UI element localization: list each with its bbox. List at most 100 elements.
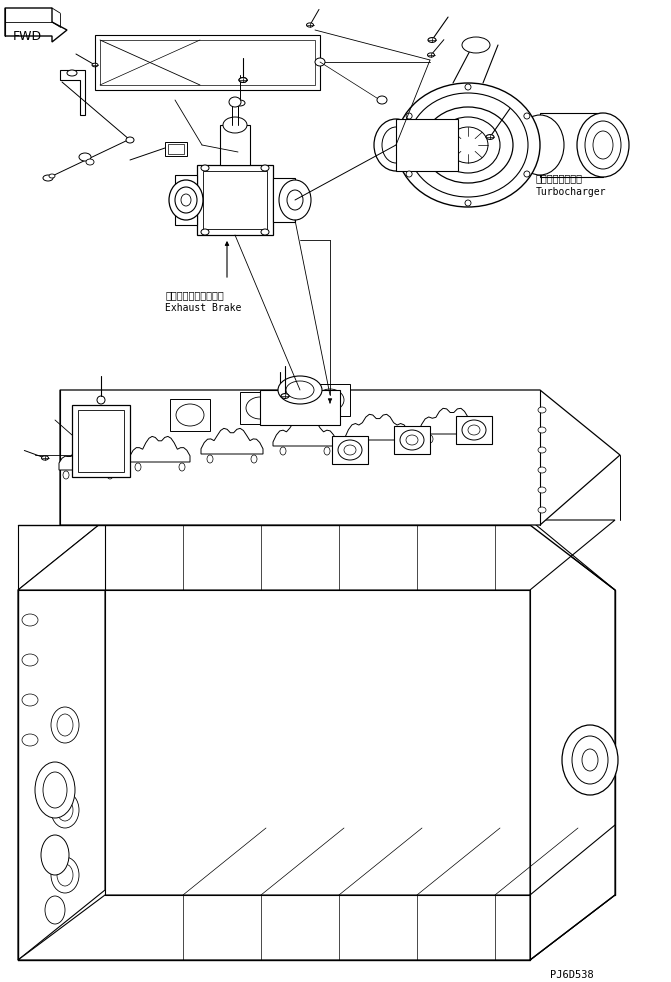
Polygon shape [60,70,85,115]
Polygon shape [418,409,486,434]
Ellipse shape [436,117,500,173]
Bar [332,436,368,464]
Ellipse shape [51,857,79,893]
Ellipse shape [201,165,209,171]
Ellipse shape [35,762,75,818]
Polygon shape [95,35,320,90]
Ellipse shape [374,119,418,171]
Bar [310,384,350,416]
Ellipse shape [344,445,356,455]
Ellipse shape [287,190,303,210]
Text: Turbocharger: Turbocharger [536,187,607,197]
Ellipse shape [397,441,403,449]
Ellipse shape [135,463,141,471]
Ellipse shape [169,180,203,220]
Bar [72,405,130,477]
Ellipse shape [231,150,245,160]
Ellipse shape [396,83,540,207]
Ellipse shape [524,171,530,177]
Ellipse shape [57,799,73,821]
Ellipse shape [377,96,387,104]
Ellipse shape [107,471,113,479]
Bar [394,426,430,454]
Ellipse shape [51,707,79,743]
Bar [220,125,250,165]
Ellipse shape [175,187,197,213]
Ellipse shape [471,435,477,443]
Ellipse shape [79,153,91,161]
Ellipse shape [408,93,528,197]
Ellipse shape [538,507,546,513]
Ellipse shape [316,389,344,411]
Ellipse shape [181,194,191,206]
Ellipse shape [465,200,471,206]
Ellipse shape [279,180,311,220]
Ellipse shape [582,749,598,771]
Ellipse shape [45,896,65,924]
Ellipse shape [280,447,286,455]
Polygon shape [100,40,315,85]
Ellipse shape [179,463,185,471]
Ellipse shape [516,115,564,175]
Bar [165,142,187,156]
Bar [170,399,210,431]
Ellipse shape [86,159,94,165]
Ellipse shape [286,381,314,399]
Ellipse shape [538,447,546,453]
Ellipse shape [562,725,618,795]
Ellipse shape [324,447,330,455]
Ellipse shape [427,435,433,443]
Ellipse shape [278,376,322,404]
Ellipse shape [538,407,546,413]
Polygon shape [345,414,411,440]
Bar [197,165,273,235]
Ellipse shape [261,229,269,235]
Ellipse shape [22,734,38,746]
Polygon shape [201,428,263,454]
Ellipse shape [406,171,412,177]
Ellipse shape [524,113,530,119]
Ellipse shape [49,174,55,178]
Ellipse shape [406,435,418,445]
Polygon shape [396,119,458,171]
Ellipse shape [538,467,546,473]
Ellipse shape [207,455,213,463]
Bar [456,416,492,444]
Polygon shape [175,175,197,225]
Polygon shape [130,436,190,462]
Ellipse shape [239,78,247,82]
Text: エキゾーストブレーキ: エキゾーストブレーキ [165,290,223,300]
Ellipse shape [43,175,53,181]
Ellipse shape [92,63,98,67]
Bar [78,410,124,472]
Ellipse shape [176,404,204,426]
Ellipse shape [229,97,241,107]
Ellipse shape [406,113,412,119]
Ellipse shape [67,70,77,76]
Text: ターボチャージャ: ターボチャージャ [536,173,583,183]
Bar [203,171,267,229]
Polygon shape [540,113,603,177]
Polygon shape [18,520,105,960]
Text: Exhaust Brake: Exhaust Brake [165,303,242,313]
Polygon shape [18,895,615,960]
Ellipse shape [235,100,245,106]
Ellipse shape [572,736,608,784]
Ellipse shape [307,23,313,27]
Ellipse shape [577,113,629,177]
Bar [240,392,280,424]
Ellipse shape [427,53,435,57]
Ellipse shape [315,58,325,66]
Polygon shape [59,445,117,470]
Ellipse shape [382,127,410,163]
Ellipse shape [236,101,244,105]
Ellipse shape [63,471,69,479]
Ellipse shape [126,137,134,143]
Ellipse shape [201,229,209,235]
Ellipse shape [234,152,242,158]
Ellipse shape [41,835,69,875]
Ellipse shape [538,487,546,493]
Polygon shape [273,178,295,222]
Ellipse shape [353,441,359,449]
Ellipse shape [338,440,362,460]
